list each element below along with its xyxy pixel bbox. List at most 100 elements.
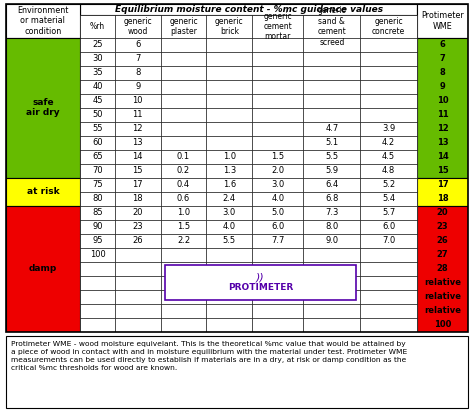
Bar <box>161 262 206 276</box>
Bar <box>303 318 360 332</box>
Bar <box>115 290 161 304</box>
Bar <box>206 318 252 332</box>
Text: 11: 11 <box>133 110 143 119</box>
Bar <box>252 108 303 122</box>
Bar <box>115 52 161 66</box>
Bar <box>161 94 206 108</box>
Bar <box>360 94 417 108</box>
Text: 4.8: 4.8 <box>382 166 395 175</box>
Bar <box>161 150 206 164</box>
Bar <box>80 262 115 276</box>
Bar <box>360 80 417 94</box>
Text: 95: 95 <box>92 236 103 245</box>
Bar <box>303 276 360 290</box>
Text: relative: relative <box>424 306 461 315</box>
Bar <box>303 178 360 192</box>
Text: 1.6: 1.6 <box>223 180 236 189</box>
Text: 18: 18 <box>132 194 143 203</box>
Bar <box>252 248 303 262</box>
Text: 7.0: 7.0 <box>382 236 395 245</box>
Bar <box>417 4 468 37</box>
Bar <box>252 220 303 234</box>
Bar <box>115 108 161 122</box>
Text: 10: 10 <box>133 96 143 105</box>
Text: 9: 9 <box>135 82 140 91</box>
Text: 15: 15 <box>133 166 143 175</box>
Bar <box>80 15 115 37</box>
Bar <box>252 52 303 66</box>
Bar <box>303 122 360 136</box>
Bar <box>161 37 206 52</box>
Bar <box>303 94 360 108</box>
Bar <box>303 108 360 122</box>
Bar <box>161 108 206 122</box>
Bar <box>161 220 206 234</box>
Bar <box>206 206 252 220</box>
Bar <box>80 80 115 94</box>
Text: 15: 15 <box>437 166 448 175</box>
Text: 4.2: 4.2 <box>382 138 395 147</box>
Bar <box>206 52 252 66</box>
Text: 85: 85 <box>92 208 103 217</box>
Bar <box>360 192 417 206</box>
Text: 9.0: 9.0 <box>325 236 338 245</box>
Bar <box>6 178 80 206</box>
Text: 11: 11 <box>437 110 448 119</box>
Bar <box>6 206 80 332</box>
Text: 13: 13 <box>437 138 448 147</box>
Text: 17: 17 <box>132 180 143 189</box>
Bar <box>115 248 161 262</box>
Bar <box>115 150 161 164</box>
Text: generic
concrete: generic concrete <box>372 17 405 36</box>
Bar <box>303 80 360 94</box>
Bar <box>303 248 360 262</box>
Bar <box>80 66 115 80</box>
Bar <box>360 150 417 164</box>
Bar <box>115 220 161 234</box>
Bar <box>115 304 161 318</box>
Text: Protimeter
WME: Protimeter WME <box>421 11 464 30</box>
Bar <box>303 15 360 37</box>
Bar <box>80 94 115 108</box>
Text: Protimeter WME - wood moisture equivelant. This is the theoretical %mc value tha: Protimeter WME - wood moisture equivelan… <box>11 341 408 371</box>
Bar <box>115 262 161 276</box>
Bar <box>252 192 303 206</box>
Text: %rh: %rh <box>90 22 105 31</box>
Text: 14: 14 <box>437 152 448 161</box>
Text: 45: 45 <box>92 96 103 105</box>
Bar <box>252 262 303 276</box>
Text: PROTIMETER: PROTIMETER <box>228 283 293 293</box>
Bar <box>303 234 360 248</box>
Bar <box>252 304 303 318</box>
Bar <box>206 262 252 276</box>
Bar <box>80 150 115 164</box>
Bar <box>206 192 252 206</box>
Bar <box>206 150 252 164</box>
Text: relative: relative <box>424 278 461 287</box>
Text: 40: 40 <box>92 82 103 91</box>
Bar <box>115 94 161 108</box>
Text: 26: 26 <box>437 236 448 245</box>
Bar <box>115 192 161 206</box>
Bar <box>303 66 360 80</box>
Text: 0.2: 0.2 <box>177 166 190 175</box>
Text: 20: 20 <box>133 208 143 217</box>
Bar <box>80 122 115 136</box>
Text: generic
wood: generic wood <box>123 17 152 36</box>
Bar <box>206 80 252 94</box>
Bar <box>115 136 161 150</box>
Bar <box>80 164 115 178</box>
Bar <box>252 178 303 192</box>
Text: 3.0: 3.0 <box>223 208 236 217</box>
Bar <box>161 248 206 262</box>
Bar <box>206 136 252 150</box>
Bar <box>360 206 417 220</box>
Text: 25: 25 <box>92 40 103 49</box>
Bar <box>115 234 161 248</box>
Text: 13: 13 <box>132 138 143 147</box>
Text: 4.0: 4.0 <box>223 222 236 231</box>
Bar <box>303 37 360 52</box>
Bar <box>206 248 252 262</box>
Bar <box>360 234 417 248</box>
Text: generic
plaster: generic plaster <box>169 17 198 36</box>
